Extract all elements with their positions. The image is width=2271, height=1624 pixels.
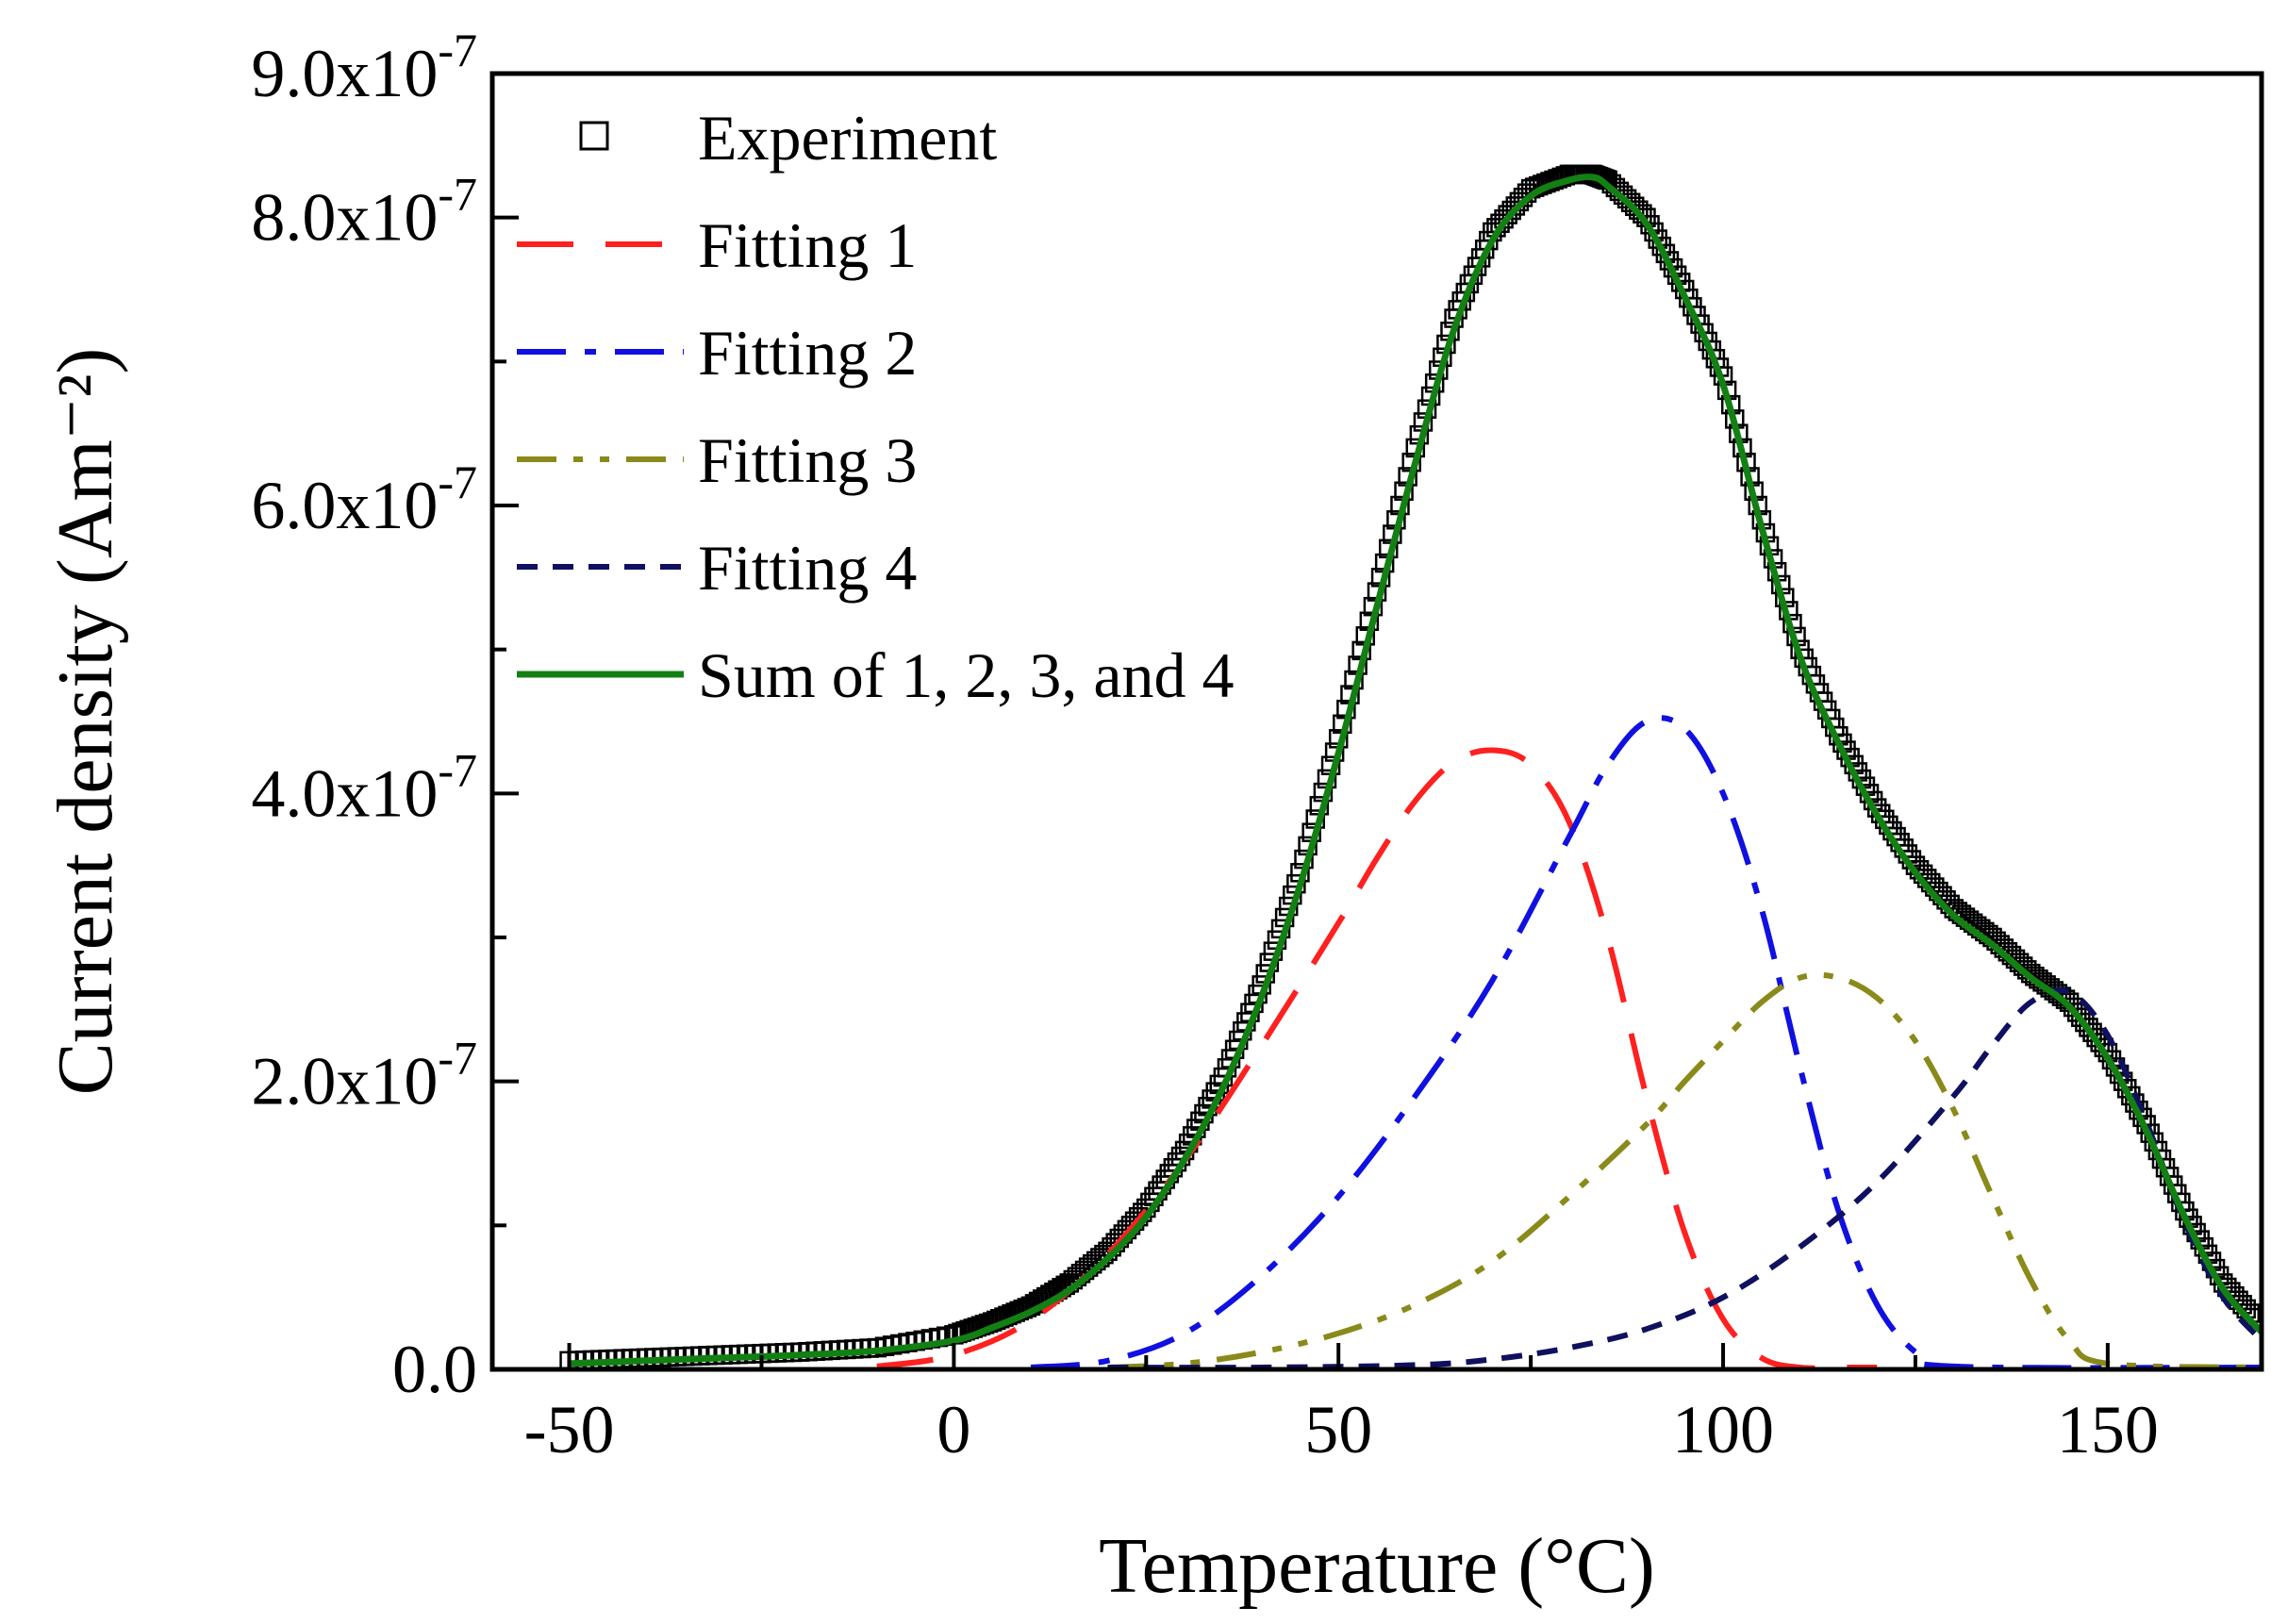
- x-tick-label: 50: [1304, 1392, 1372, 1467]
- x-tick-label: 0: [937, 1392, 970, 1467]
- legend-label: Fitting 4: [698, 532, 917, 604]
- y-tick-label: 9.0x10-7: [251, 24, 477, 111]
- legend-label: Fitting 2: [698, 317, 917, 389]
- legend-item: Experiment: [579, 102, 997, 174]
- series-line-1: [876, 747, 1878, 1371]
- legend-label: Fitting 1: [698, 209, 917, 281]
- legend-item: Fitting 4: [517, 532, 917, 604]
- legend-label: Fitting 3: [698, 424, 917, 496]
- x-tick-label: 100: [1672, 1392, 1774, 1467]
- plot-marks: [559, 164, 2264, 1371]
- y-tick-label: 0.0: [392, 1332, 477, 1407]
- y-tick-label: 2.0x10-7: [251, 1032, 477, 1119]
- y-tick-label: 6.0x10-7: [251, 456, 477, 543]
- series-line-3: [1107, 971, 2263, 1370]
- legend-label: Sum of 1, 2, 3, and 4: [698, 639, 1235, 711]
- axes: -50 0 50 100 150 0.0 2.0x10-7 4.0x10-7 6.0x10-7 8…: [251, 24, 2159, 1467]
- x-tick-label: -50: [524, 1392, 615, 1467]
- legend-marker-square: [579, 121, 609, 151]
- legend: Experiment Fitting 1 Fitting 2 Fitting 3 Fit…: [517, 102, 1235, 711]
- legend-item: Fitting 1: [517, 209, 917, 281]
- legend-item: Fitting 2: [517, 317, 917, 389]
- x-tick-label: 150: [2057, 1392, 2159, 1467]
- y-axis-title: Current density (Am⁻²): [41, 348, 129, 1096]
- legend-item: Sum of 1, 2, 3, and 4: [517, 639, 1235, 711]
- y-tick-label: 4.0x10-7: [251, 743, 477, 831]
- legend-label: Experiment: [698, 102, 997, 174]
- legend-item: Fitting 3: [517, 424, 917, 496]
- series-line-2: [1030, 715, 2263, 1371]
- series-line-5: [569, 173, 2264, 1367]
- x-axis-title: Temperature (°C): [1099, 1522, 1655, 1610]
- y-tick-label: 8.0x10-7: [251, 168, 477, 256]
- plot-frame: [489, 71, 2264, 1372]
- series-line-4: [1107, 986, 2264, 1371]
